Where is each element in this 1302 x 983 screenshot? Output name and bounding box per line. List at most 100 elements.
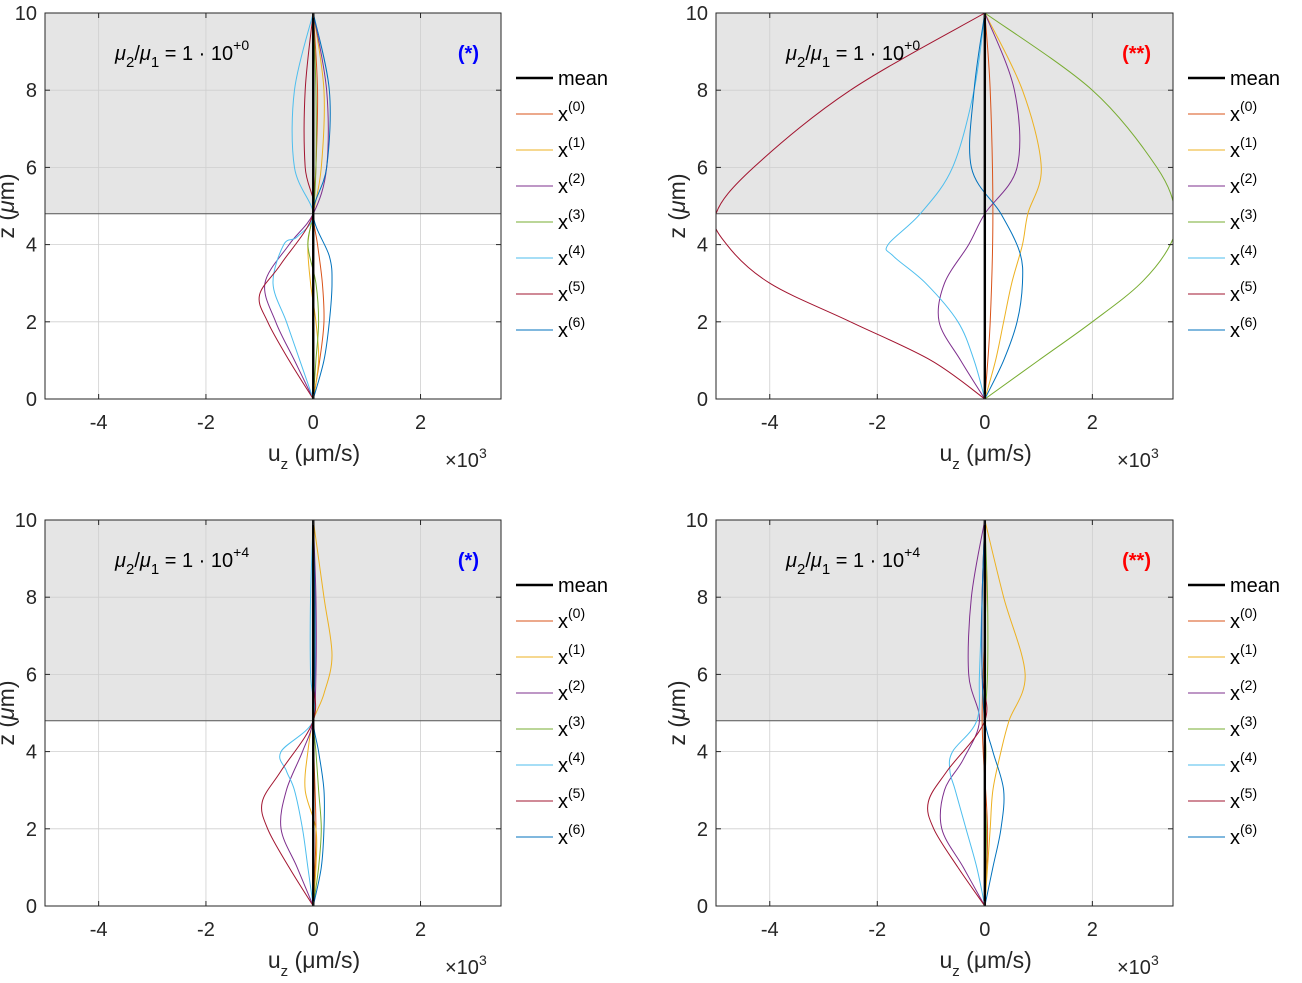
axes-box (715, 12, 1174, 400)
legend-entry-x1: x(1) (516, 641, 585, 669)
legend-label: x(2) (1230, 677, 1257, 705)
series-line-x0 (984, 13, 994, 399)
y-axis-label: z (μm) (664, 681, 690, 746)
legend-entry-x5: x(5) (516, 785, 585, 813)
x-axis-label: uz (μm/s) (268, 440, 360, 473)
y-tick-label: 0 (697, 389, 708, 411)
shaded-region (45, 13, 501, 214)
axes-box (715, 519, 1174, 907)
y-tick-label: 4 (26, 235, 37, 257)
legend-entry-mean: mean (516, 68, 608, 90)
series-group (261, 520, 333, 906)
legend-entry-x3: x(3) (516, 713, 585, 741)
legend-entry-x0: x(0) (516, 605, 585, 633)
x-tick-label: 2 (415, 919, 426, 941)
chart-panel-2: -4 -2 0 2 0 2 4 6 8 10 uz (μm/s) ×103 z (μm) μ2/μ1 = … (664, 3, 1280, 473)
y-axis-label: z (μm) (664, 174, 690, 239)
legend-label: x(0) (1230, 605, 1257, 633)
y-tick-label: 6 (697, 664, 708, 686)
series-line-x1 (984, 13, 1042, 399)
series-line-x5 (716, 13, 986, 399)
legend-label: x(6) (1230, 821, 1257, 849)
x-tick-label: 0 (308, 919, 319, 941)
series-line-x3 (984, 13, 1173, 399)
x-axis-label: uz (μm/s) (939, 440, 1031, 473)
legend-entry-mean: mean (516, 575, 608, 597)
series-line-x4 (272, 13, 314, 399)
y-tick-label: 8 (697, 80, 708, 102)
y-tick-label: 8 (26, 587, 37, 609)
y-tick-label: 6 (26, 664, 37, 686)
legend-entry-x2: x(2) (516, 677, 585, 705)
panel-marker: (**) (1122, 43, 1151, 65)
series-line-x6 (312, 13, 333, 399)
series-line-x2 (264, 13, 329, 399)
legend-label: x(1) (1230, 641, 1257, 669)
series-line-x5 (258, 13, 315, 399)
legend-entry-x1: x(1) (1188, 641, 1257, 669)
legend-entry-x6: x(6) (516, 821, 585, 849)
shaded-region (716, 13, 1173, 214)
y-tick-label: 0 (697, 896, 708, 918)
legend-label: x(1) (558, 134, 585, 162)
y-tick-label: 10 (15, 3, 37, 25)
x-tick-label: -4 (90, 919, 108, 941)
viscosity-ratio-label: μ2/μ1 = 1 · 10+4 (114, 544, 249, 578)
x-tick-label: 2 (1087, 412, 1098, 434)
series-line-x6 (981, 520, 1005, 906)
chart-panel-3: -4 -2 0 2 0 2 4 6 8 10 uz (μm/s) ×103 z (μm) μ2/μ1 = … (0, 510, 608, 980)
legend-entry-x5: x(5) (516, 278, 585, 306)
legend-entry-x6: x(6) (516, 314, 585, 342)
viscosity-ratio-label: μ2/μ1 = 1 · 10+0 (114, 37, 249, 71)
panel-marker: (*) (458, 43, 479, 65)
x-axis-label: uz (μm/s) (268, 947, 360, 980)
y-tick-label: 2 (697, 819, 708, 841)
series-line-x6 (312, 520, 325, 906)
x-tick-label: -4 (761, 412, 779, 434)
legend-label: x(6) (1230, 314, 1257, 342)
series-line-x4 (948, 520, 986, 906)
legend-entry-x4: x(4) (516, 242, 585, 270)
series-line-x4 (885, 13, 986, 399)
legend-entry-x6: x(6) (1188, 314, 1257, 342)
series-line-x2 (939, 520, 986, 906)
series-line-x2 (280, 520, 317, 906)
y-tick-label: 4 (697, 742, 708, 764)
x-tick-label: -2 (197, 919, 215, 941)
viscosity-ratio-label: μ2/μ1 = 1 · 10+4 (785, 544, 920, 578)
legend-entry-x6: x(6) (1188, 821, 1257, 849)
legend-label: x(2) (558, 677, 585, 705)
x-tick-label: -4 (90, 412, 108, 434)
x-scale-multiplier: ×103 (445, 952, 487, 979)
x-tick-label: 0 (308, 412, 319, 434)
y-tick-label: 10 (15, 510, 37, 532)
legend-entry-x3: x(3) (1188, 206, 1257, 234)
series-line-x4 (279, 520, 316, 906)
legend-entry-x4: x(4) (516, 749, 585, 777)
legend-label: x(6) (558, 314, 585, 342)
legend-entry-x1: x(1) (516, 134, 585, 162)
x-scale-multiplier: ×103 (1117, 952, 1159, 979)
legend-label: x(4) (558, 749, 585, 777)
y-tick-label: 6 (26, 157, 37, 179)
series-group (716, 13, 1173, 399)
y-tick-label: 10 (686, 510, 708, 532)
series-line-x1 (304, 520, 333, 906)
y-tick-label: 4 (697, 235, 708, 257)
legend-label: mean (1230, 68, 1280, 90)
legend-entry-mean: mean (1188, 575, 1280, 597)
y-tick-label: 8 (26, 80, 37, 102)
x-tick-label: -2 (868, 412, 886, 434)
series-line-x3 (307, 13, 320, 399)
legend-label: x(4) (1230, 749, 1257, 777)
x-tick-label: 0 (979, 412, 990, 434)
legend-label: x(5) (558, 785, 585, 813)
y-axis-label: z (μm) (0, 681, 19, 746)
legend-entry-x3: x(3) (1188, 713, 1257, 741)
legend-label: x(5) (1230, 278, 1257, 306)
x-tick-label: 0 (979, 919, 990, 941)
series-line-x6 (969, 13, 1024, 399)
legend-label: x(1) (558, 641, 585, 669)
legend-entry-x0: x(0) (516, 98, 585, 126)
x-tick-label: 2 (415, 412, 426, 434)
